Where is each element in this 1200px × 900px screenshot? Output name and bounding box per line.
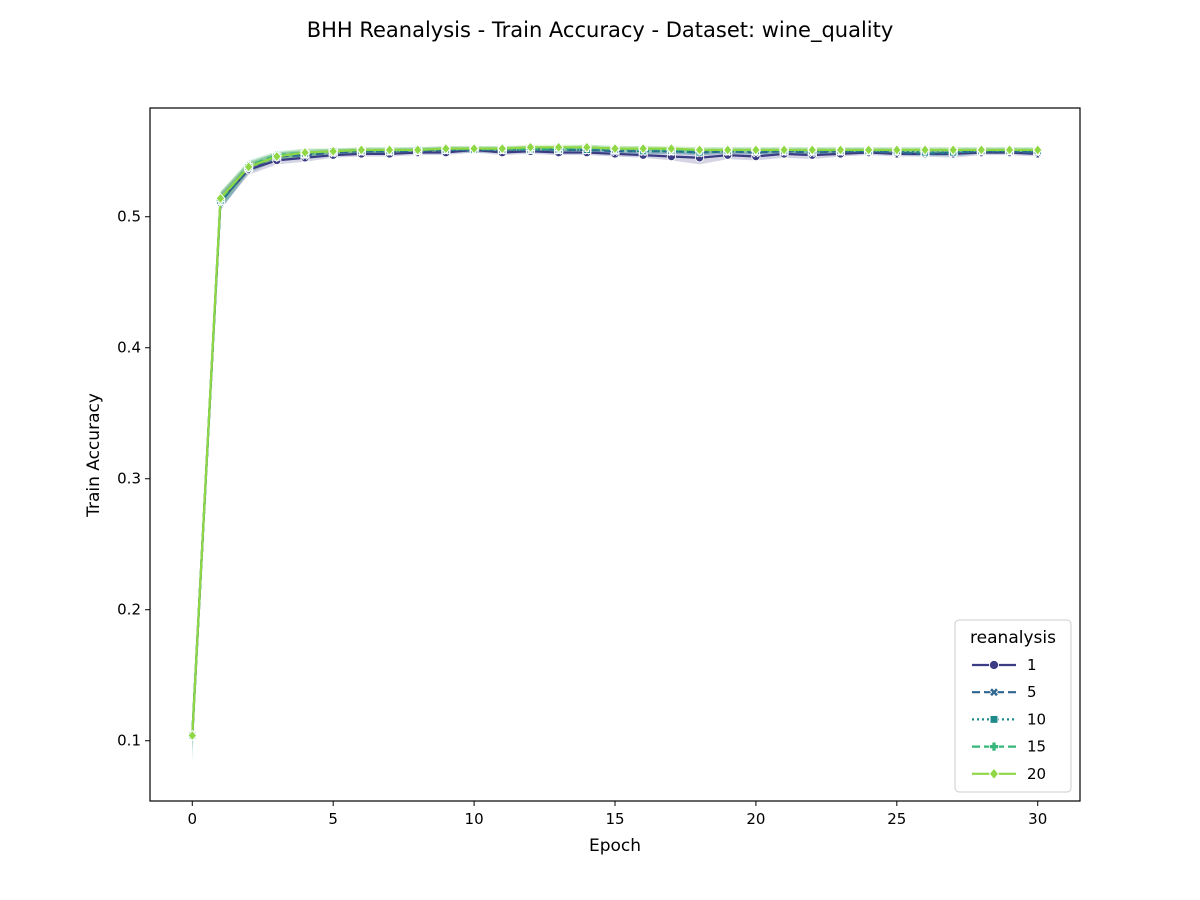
y-tick-label: 0.5 [117, 208, 141, 226]
x-axis-label: Epoch [589, 836, 641, 856]
series-20-point [272, 150, 282, 163]
series-20-point [328, 145, 338, 157]
series-20-point [694, 144, 705, 156]
series-20-point [243, 161, 254, 173]
series-1-line [191, 148, 1038, 736]
series-20-point [1032, 144, 1043, 156]
legend-label: 5 [1027, 683, 1037, 701]
legend-item-10: 10 [972, 710, 1046, 728]
legend-marker [988, 686, 1000, 698]
y-axis-label: Train Accuracy [84, 393, 104, 518]
series-20-point [187, 729, 198, 742]
legend-item-5: 5 [972, 683, 1037, 701]
confidence-bands [192, 144, 1038, 762]
series-20-point [553, 141, 564, 154]
legend-title: reanalysis [970, 628, 1056, 648]
legend-label: 1 [1027, 656, 1037, 674]
plot-frame [149, 107, 1081, 802]
series-20-point [722, 144, 733, 156]
series-20-point [920, 144, 930, 156]
series-20-point [525, 141, 536, 154]
series-20-point [835, 144, 846, 156]
series-15-line [191, 146, 1038, 736]
series-5-band [192, 145, 1038, 749]
series-5-line [191, 147, 1038, 736]
x-tick-label: 0 [187, 810, 197, 828]
series-20-line [191, 146, 1038, 736]
series-15-band [192, 144, 1038, 752]
series-20-point [610, 142, 620, 155]
series-20-point [638, 142, 648, 155]
series-20-point [215, 192, 226, 205]
legend-marker [988, 767, 1000, 781]
legend-label: 20 [1027, 765, 1046, 783]
series-lines [191, 146, 1038, 736]
x-axis: 0 5 10 15 20 25 30 [187, 801, 1047, 828]
series-20-point [807, 144, 818, 156]
series-20-point [1004, 144, 1015, 156]
chart-title: BHH Reanalysis - Train Accuracy - Datase… [307, 18, 894, 43]
y-tick-label: 0.1 [117, 732, 141, 750]
legend-frame [954, 619, 1072, 793]
series-20-point [751, 144, 761, 156]
legend-marker [989, 715, 999, 724]
series-20-point [384, 144, 395, 156]
series-20-point [469, 142, 479, 155]
x-tick-label: 15 [605, 810, 624, 828]
x-tick-label: 25 [887, 810, 906, 828]
series-20-point [497, 142, 508, 155]
series-10-band [192, 147, 1038, 762]
series-20-point [948, 144, 958, 156]
legend-marker [988, 741, 1000, 752]
series-20-point [779, 144, 789, 156]
series-20-point [976, 144, 987, 156]
legend-item-15: 15 [972, 738, 1046, 756]
legend-marker [988, 659, 1000, 671]
series-20-point [300, 146, 310, 159]
legend-item-1: 1 [972, 656, 1037, 674]
legend-item-20: 20 [972, 765, 1046, 783]
series-20-point [582, 141, 592, 154]
legend-label: 15 [1027, 738, 1046, 756]
x-tick-label: 5 [328, 810, 338, 828]
x-tick-label: 30 [1028, 810, 1047, 828]
x-tick-label: 20 [746, 810, 765, 828]
series-20-band [192, 144, 1038, 746]
y-tick-label: 0.3 [117, 470, 141, 488]
series-20-point [863, 144, 874, 156]
series-20-point [412, 144, 423, 156]
x-tick-label: 10 [465, 810, 484, 828]
series-20-point [356, 144, 367, 156]
series-20-point [666, 142, 677, 155]
series-10-line [191, 148, 1038, 736]
y-axis: 0.1 0.2 0.3 0.4 0.5 [117, 208, 150, 750]
series-20-point [441, 142, 451, 155]
legend-label: 10 [1027, 710, 1046, 728]
series-markers [187, 141, 1043, 742]
series-20-point [892, 144, 902, 156]
y-tick-label: 0.4 [117, 339, 141, 357]
series-1-band [192, 147, 1038, 746]
y-tick-label: 0.2 [117, 601, 141, 619]
